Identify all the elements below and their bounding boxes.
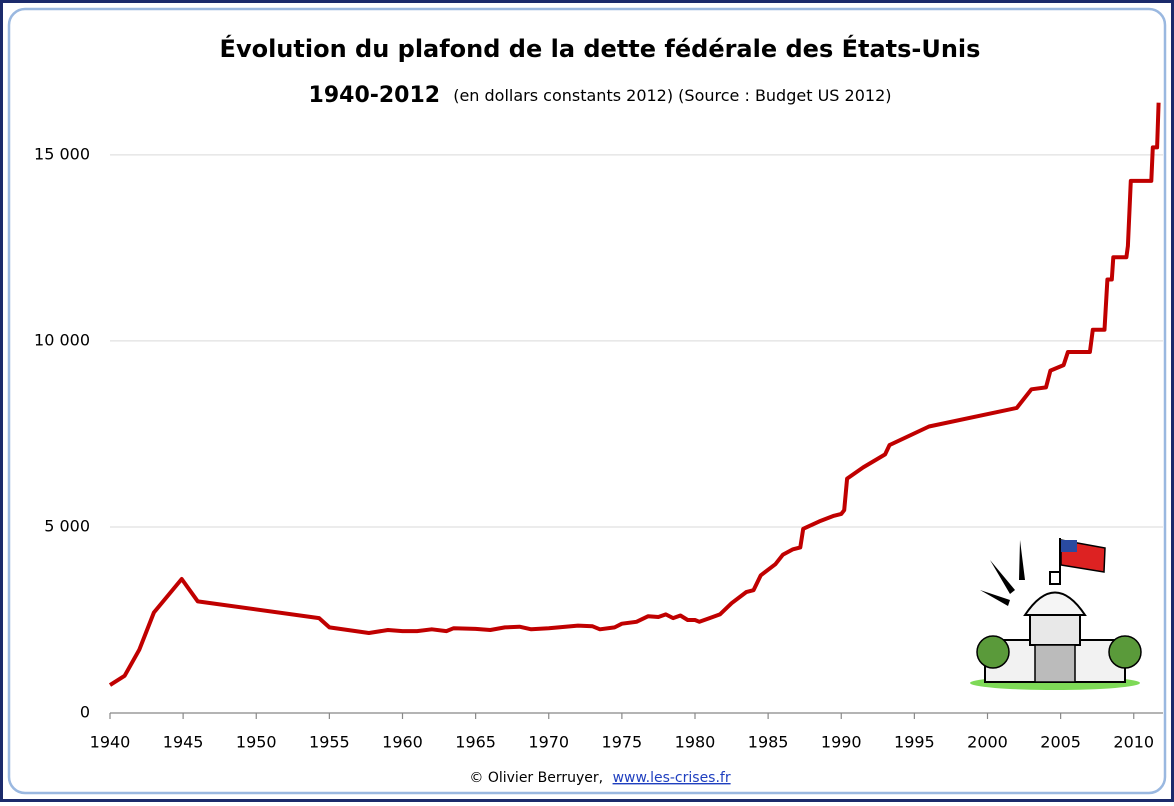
subtitle-years: 1940-2012 — [309, 83, 441, 108]
subtitle-note: (en dollars constants 2012) (Source : Bu… — [453, 86, 891, 105]
y-tick-label: 10 000 — [34, 330, 90, 349]
x-tick-label: 1960 — [382, 733, 423, 752]
x-tick-label: 1945 — [163, 733, 204, 752]
x-tick-label: 1975 — [602, 733, 643, 752]
debt-ceiling-line — [108, 102, 1161, 687]
x-tick-label: 2005 — [1040, 733, 1081, 752]
chart-subtitle: 1940-2012 (en dollars constants 2012) (S… — [309, 83, 892, 108]
y-tick-label: 5 000 — [44, 516, 90, 535]
x-tick-label: 1995 — [894, 733, 935, 752]
x-tick-label: 1980 — [675, 733, 716, 752]
x-tick-label: 1955 — [309, 733, 350, 752]
x-tick-label: 1990 — [821, 733, 862, 752]
x-tick-label: 1970 — [528, 733, 569, 752]
x-tick-label: 1950 — [236, 733, 277, 752]
x-tick-label: 1940 — [90, 733, 131, 752]
credit-author: © Olivier Berruyer, — [469, 770, 603, 786]
x-tick-label: 2000 — [967, 733, 1008, 752]
x-tick-label: 2010 — [1113, 733, 1154, 752]
y-tick-label: 0 — [80, 703, 90, 722]
x-tick-label: 1965 — [455, 733, 496, 752]
y-tick-label: 15 000 — [34, 144, 90, 163]
frame — [7, 7, 1167, 795]
credit-link[interactable]: www.les-crises.fr — [613, 770, 731, 786]
chart-title: Évolution du plafond de la dette fédéral… — [220, 34, 981, 63]
x-tick-label: 1985 — [748, 733, 789, 752]
credit: © Olivier Berruyer, www.les-crises.fr — [469, 770, 730, 786]
capitol-illustration — [970, 538, 1142, 690]
